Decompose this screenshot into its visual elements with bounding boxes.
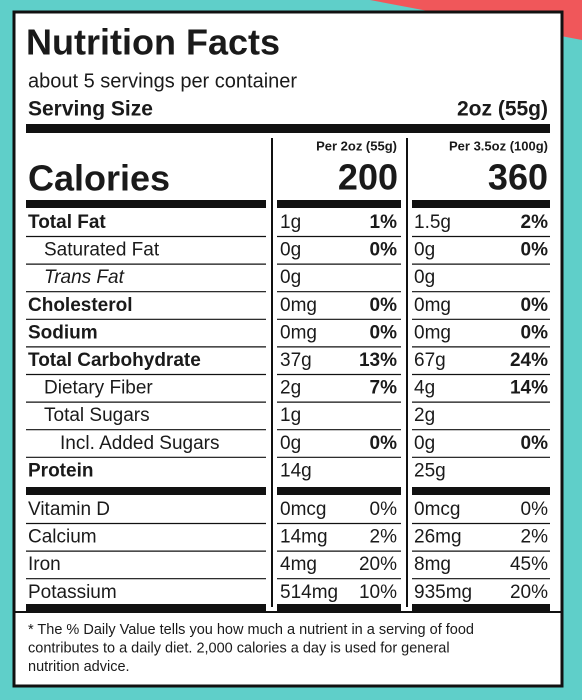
thick-rule: [277, 200, 401, 208]
amount: 514mg: [280, 582, 338, 603]
amount: 0mg: [280, 295, 317, 316]
nutrient-name: Total Fat: [28, 212, 106, 233]
amount: 8mg: [414, 554, 451, 575]
nutrient-name: Potassium: [28, 582, 117, 603]
amount: 37g: [280, 350, 312, 371]
daily-value: 13%: [359, 350, 397, 371]
footnote: nutrition advice.: [28, 659, 130, 675]
daily-value: 20%: [359, 554, 397, 575]
amount: 4g: [414, 378, 435, 399]
amount: 1g: [280, 212, 301, 233]
nutrient-name: Dietary Fiber: [44, 378, 153, 399]
column-head: Per 2oz (55g): [316, 138, 397, 153]
amount: 0g: [280, 267, 301, 288]
daily-value: 0%: [370, 295, 398, 316]
daily-value: 0%: [521, 499, 549, 520]
amount: 0mcg: [280, 499, 326, 520]
daily-value: 0%: [521, 295, 549, 316]
daily-value: 2%: [521, 527, 549, 548]
nutrient-name: Calcium: [28, 527, 97, 548]
nutrient-name: Sodium: [28, 322, 98, 343]
thick-rule: [412, 200, 550, 208]
daily-value: 1%: [370, 212, 398, 233]
amount: 4mg: [280, 554, 317, 575]
amount: 14g: [280, 460, 312, 481]
nutrient-name: Saturated Fat: [44, 240, 160, 261]
daily-value: 14%: [510, 378, 548, 399]
daily-value: 0%: [521, 240, 549, 261]
daily-value: 20%: [510, 582, 548, 603]
thick-rule: [277, 487, 401, 495]
serving-size-label: Serving Size: [28, 98, 153, 121]
amount: 0g: [280, 240, 301, 261]
amount: 0mg: [414, 322, 451, 343]
amount: 2g: [280, 378, 301, 399]
calories-value: 360: [488, 157, 548, 198]
nutrient-name: Cholesterol: [28, 295, 133, 316]
rows: Total Fat 1g 1% 1.5g 2% Saturated Fat 0g 0% 0g 0%…: [14, 200, 562, 675]
amount: 935mg: [414, 582, 472, 603]
nutrient-name: Incl. Added Sugars: [60, 433, 220, 454]
amount: 1g: [280, 405, 301, 426]
daily-value: 0%: [370, 240, 398, 261]
nutrient-name: Total Sugars: [44, 405, 150, 426]
thick-rule: [26, 487, 266, 495]
daily-value: 0%: [521, 433, 549, 454]
daily-value: 0%: [521, 322, 549, 343]
daily-value: 0%: [370, 322, 398, 343]
thick-rule: [26, 604, 266, 612]
nutrient-name: Vitamin D: [28, 499, 110, 520]
thick-rule: [412, 487, 550, 495]
amount: 0mg: [414, 295, 451, 316]
daily-value: 24%: [510, 350, 548, 371]
amount: 0mcg: [414, 499, 460, 520]
amount: 0g: [414, 433, 435, 454]
daily-value: 10%: [359, 582, 397, 603]
daily-value: 2%: [370, 527, 398, 548]
amount: 0g: [280, 433, 301, 454]
daily-value: 0%: [370, 433, 398, 454]
amount: 1.5g: [414, 212, 451, 233]
amount: 67g: [414, 350, 446, 371]
servings: about 5 servings per container: [28, 70, 297, 92]
amount: 0mg: [280, 322, 317, 343]
daily-value: 2%: [521, 212, 549, 233]
calories-value: 200: [338, 157, 398, 198]
amount: 0g: [414, 267, 435, 288]
thick-rule: [26, 200, 266, 208]
thick-rule: [277, 604, 401, 612]
footnote: * The % Daily Value tells you how much a…: [28, 622, 474, 638]
daily-value: 7%: [370, 378, 398, 399]
title: Nutrition Facts: [26, 22, 280, 63]
amount: 2g: [414, 405, 435, 426]
nutrient-name: Total Carbohydrate: [28, 350, 201, 371]
thick-rule: [26, 124, 550, 133]
calories-label: Calories: [28, 158, 170, 199]
daily-value: 0%: [370, 499, 398, 520]
footnote: contributes to a daily diet. 2,000 calor…: [28, 640, 450, 656]
nutrient-name: Protein: [28, 460, 93, 481]
serving-size: 2oz (55g): [457, 98, 548, 121]
daily-value: 45%: [510, 554, 548, 575]
nutrient-name: Trans Fat: [44, 267, 125, 288]
amount: 26mg: [414, 527, 462, 548]
column-head: Per 3.5oz (100g): [449, 138, 548, 153]
amount: 14mg: [280, 527, 328, 548]
amount: 0g: [414, 240, 435, 261]
amount: 25g: [414, 460, 446, 481]
thick-rule: [412, 604, 550, 612]
nutrient-name: Iron: [28, 554, 61, 575]
